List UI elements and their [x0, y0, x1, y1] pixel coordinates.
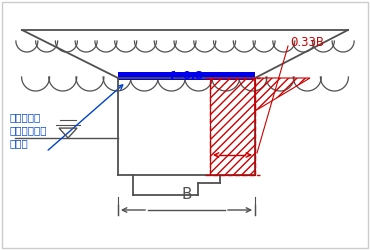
Bar — [118, 72, 255, 80]
Text: f=0.8: f=0.8 — [169, 71, 204, 81]
Text: 摩擦増大用
アスファルト
マット: 摩擦増大用 アスファルト マット — [10, 112, 47, 148]
Text: 0.33B: 0.33B — [290, 36, 324, 49]
Text: B: B — [181, 187, 192, 202]
Bar — [210, 78, 255, 175]
